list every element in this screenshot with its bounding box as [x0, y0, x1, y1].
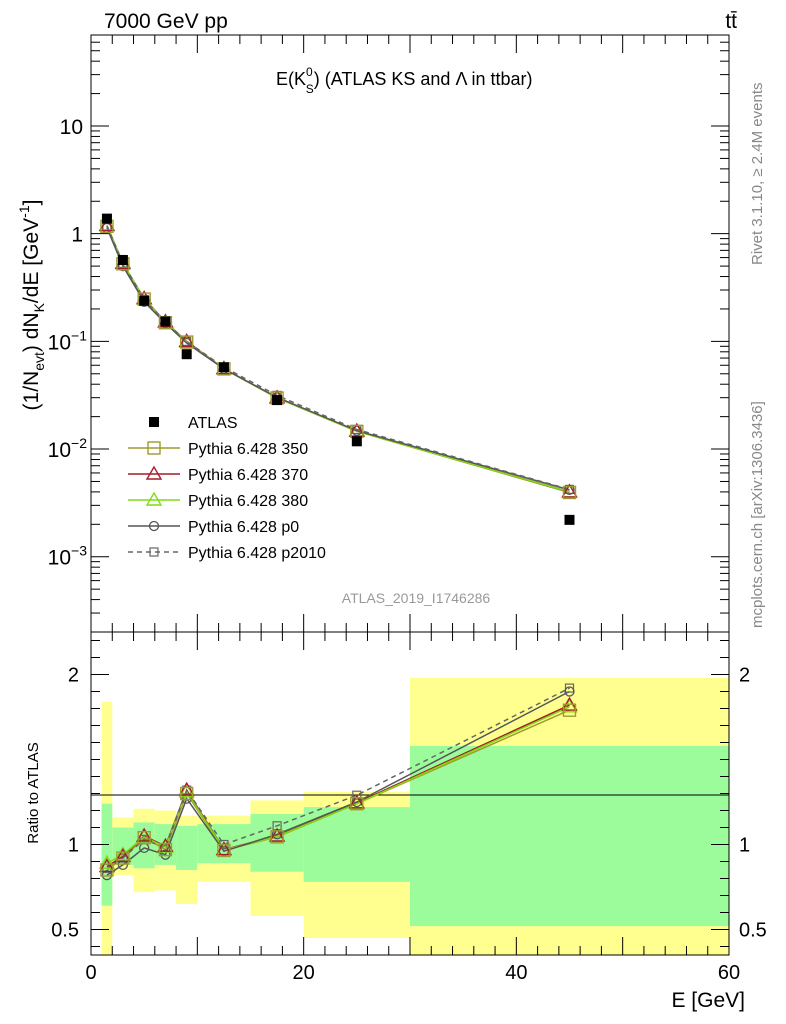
data-point [564, 514, 575, 525]
main-series-markers [98, 213, 578, 525]
mcplots-label: mcplots.cern.ch [arXiv:1306.3436] [749, 401, 766, 628]
ratio-point [350, 797, 364, 811]
main-series-line-5 [106, 225, 570, 491]
data-point [178, 332, 195, 348]
data-point [101, 213, 112, 224]
x-tick-label: 20 [293, 962, 315, 984]
ratio-point [178, 783, 195, 798]
ratio-point [268, 827, 286, 842]
ratio-y-tick-label-right: 1 [739, 835, 750, 857]
legend-label: Pythia 6.428 350 [188, 441, 308, 458]
ratio-point [137, 831, 151, 845]
ratio-point [179, 786, 194, 801]
legend-marker [149, 547, 159, 557]
legend-label: Pythia 6.428 p0 [188, 519, 299, 536]
ratio-point [217, 843, 231, 858]
y-tick-label: 10−3 [48, 543, 88, 570]
ratio-plot-frame [90, 631, 730, 956]
x-tick-label: 0 [85, 962, 96, 984]
ratio-series-line-4 [106, 687, 570, 869]
main-y-axis-label: (1/Nevt) dNK/dE [GeV-1] [16, 200, 47, 411]
data-point [561, 483, 578, 498]
legend-marker [145, 465, 163, 480]
ratio-point [178, 781, 195, 796]
ratio-point [181, 793, 192, 804]
legend-marker [149, 417, 159, 427]
main-series-line-1 [106, 226, 570, 494]
legend: ATLAS Pythia 6.428 350 Pythia 6.428 370 Pyt… [128, 415, 326, 562]
legend-label: Pythia 6.428 p2010 [188, 545, 326, 562]
legend-label: Pythia 6.428 370 [188, 467, 308, 484]
ratio-point [564, 683, 575, 693]
ratio-point [98, 858, 116, 873]
main-y-tick-labels: 10 1 10−1 10−2 10−3 [48, 116, 88, 570]
data-point [98, 217, 116, 232]
analysis-watermark: ATLAS_2019_I1746286 [342, 590, 491, 606]
y-tick-label: 10−2 [48, 435, 88, 462]
ratio-point [215, 841, 233, 856]
plot-title: E(K0 S) (ATLAS KS and Λ in ttbar) [276, 65, 533, 96]
ratio-point [158, 842, 173, 857]
green-band-bin [410, 745, 729, 927]
data-point [562, 485, 577, 500]
ratio-uncertainty-bands [101, 677, 729, 955]
ratio-tick-labels: 0.5 0.51 12 20 20 40 60 [51, 665, 767, 985]
data-point [348, 422, 366, 437]
ratio-point [270, 830, 284, 844]
ratio-point [135, 827, 153, 842]
ratio-y-tick-label-left: 0.5 [51, 920, 79, 942]
ratio-point [562, 703, 577, 717]
green-band-bin [101, 803, 113, 906]
main-series-lines [106, 224, 570, 494]
ratio-y-axis-label: Ratio to ATLAS [25, 742, 42, 843]
ratio-point [157, 837, 174, 852]
ratio-point [114, 848, 132, 863]
main-series-line-3 [106, 224, 570, 493]
main-series-line-4 [106, 227, 570, 491]
energy-label: 7000 GeV pp [104, 10, 228, 33]
ratio-point [160, 849, 171, 860]
rivet-label: Rivet 3.1.10, ≥ 2.4M events [749, 83, 766, 266]
ratio-y-tick-label-left: 1 [68, 835, 79, 857]
main-panel: 10 1 10−1 10−2 10−3 E(K0 S) (ATLAS KS and Λ i… [16, 34, 730, 633]
green-band-bin [176, 825, 198, 870]
ratio-point [564, 686, 575, 697]
ratio-point [352, 790, 362, 800]
ratio-series-markers [98, 683, 578, 881]
ratio-point [114, 846, 132, 861]
ratio-y-tick-label-left: 2 [68, 665, 79, 687]
ratio-point [561, 698, 578, 713]
ratio-point [116, 851, 130, 865]
ratio-point [100, 863, 114, 877]
main-series-line-2 [106, 225, 570, 493]
x-tick-label: 60 [718, 962, 740, 984]
data-point [117, 254, 128, 265]
x-axis-label: E [GeV] [671, 989, 745, 1012]
data-point [179, 335, 194, 349]
ratio-panel: 0.5 0.51 12 20 20 40 60 Ratio to ATLAS E [GeV] [25, 631, 767, 1012]
legend-marker [148, 520, 160, 532]
data-point [272, 395, 283, 406]
green-band-bin [303, 807, 410, 882]
data-point [139, 295, 150, 306]
data-point [160, 316, 171, 327]
ratio-y-tick-label-right: 2 [739, 665, 750, 687]
legend-label: Pythia 6.428 380 [188, 493, 308, 510]
data-point [218, 362, 229, 373]
ratio-point [348, 794, 366, 809]
x-tick-label: 40 [505, 962, 527, 984]
legend-label: ATLAS [188, 415, 238, 432]
y-tick-label: 10 [60, 116, 83, 139]
ratio-y-tick-label-right: 0.5 [739, 920, 767, 942]
ratio-point [98, 854, 116, 869]
process-label: tt̄ [725, 10, 737, 33]
y-tick-label: 1 [71, 224, 83, 247]
y-tick-label: 10−1 [48, 327, 88, 354]
ratio-point [101, 869, 113, 881]
legend-marker [145, 491, 163, 506]
legend-marker [147, 441, 161, 455]
data-point [351, 436, 362, 447]
data-point [181, 349, 192, 360]
